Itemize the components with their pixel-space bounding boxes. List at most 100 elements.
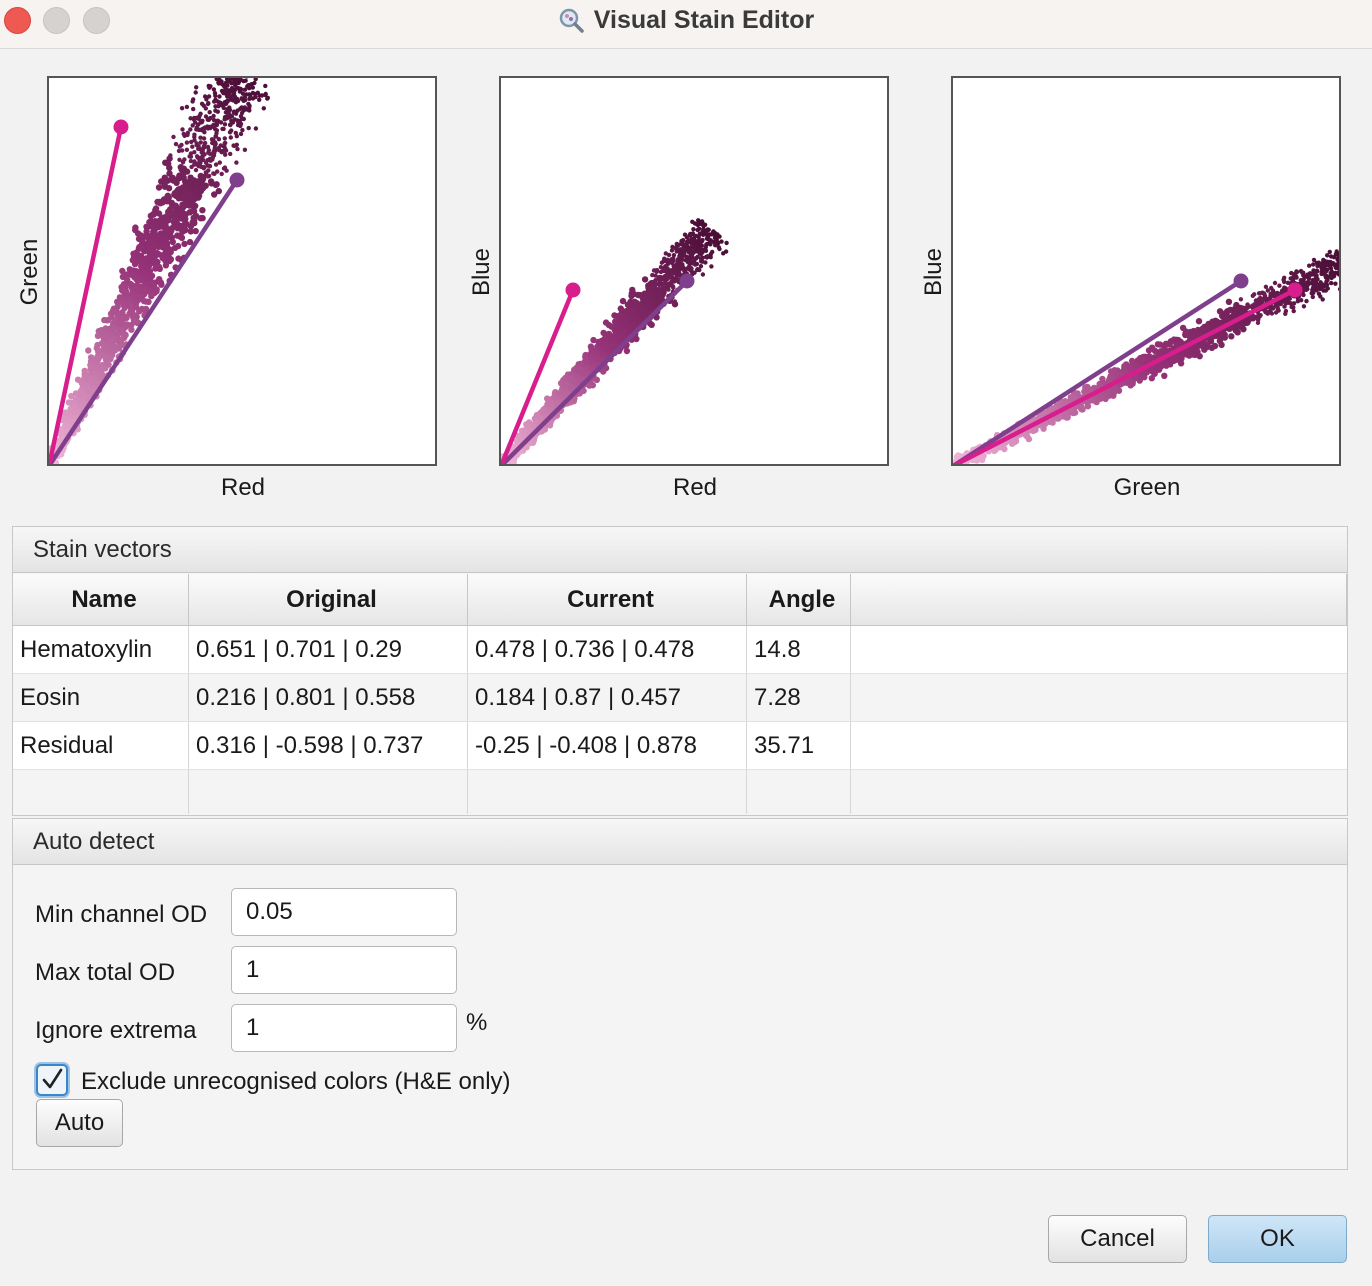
pixel-point (1320, 297, 1325, 302)
pixel-point (112, 317, 119, 324)
pixel-point (220, 126, 225, 132)
pixel-point (1330, 270, 1336, 276)
pixel-point (651, 268, 657, 273)
pixel-point (144, 265, 151, 272)
column-header-original[interactable]: Original (189, 574, 468, 626)
pixel-point (132, 224, 139, 231)
column-header-angle[interactable]: Angle (747, 574, 851, 626)
pixel-point (173, 141, 179, 147)
pixel-point (689, 255, 694, 260)
pixel-point (1323, 288, 1328, 293)
pixel-point (203, 114, 209, 119)
auto-detect-header[interactable]: Auto detect (13, 819, 1347, 865)
pixel-point (162, 244, 170, 251)
minimize-window-button[interactable] (43, 7, 70, 34)
pixel-point (1282, 279, 1287, 285)
pixel-point (671, 253, 677, 258)
pixel-point (191, 117, 197, 122)
pixel-point (152, 205, 160, 212)
pixel-point (180, 174, 187, 181)
pixel-point (224, 78, 230, 82)
pixel-point (238, 78, 243, 82)
hematoxylin-vector-line (953, 278, 1244, 464)
pixel-point (263, 92, 268, 98)
table-row[interactable]: Residual 0.316 | -0.598 | 0.737 -0.25 | … (13, 722, 1347, 770)
pixel-point (1311, 262, 1316, 267)
min-channel-od-input[interactable] (231, 888, 457, 936)
pixel-point (239, 96, 244, 101)
pixel-point (211, 191, 218, 198)
table-row[interactable]: Hematoxylin 0.651 | 0.701 | 0.29 0.478 |… (13, 626, 1347, 674)
pixel-point (229, 128, 234, 133)
pixel-point (221, 149, 226, 154)
pixel-point (1256, 291, 1262, 296)
ignore-extrema-input[interactable] (231, 1004, 457, 1052)
pixel-point (1151, 347, 1159, 354)
scatter-plot-green-blue[interactable] (951, 76, 1341, 466)
pixel-point (208, 115, 213, 121)
pixel-point (104, 333, 112, 340)
pixel-point (656, 275, 661, 280)
pixel-point (1071, 394, 1078, 401)
hematoxylin-vector-handle[interactable] (1233, 273, 1249, 289)
pixel-point (194, 142, 199, 148)
pixel-point (181, 131, 186, 137)
pixel-point (641, 290, 648, 297)
hematoxylin-vector-handle[interactable] (679, 273, 695, 289)
pixel-point (1244, 317, 1252, 325)
pixel-point (253, 94, 258, 100)
pixel-point (674, 263, 679, 268)
table-row[interactable]: Eosin 0.216 | 0.801 | 0.558 0.184 | 0.87… (13, 674, 1347, 722)
pixel-point (665, 267, 670, 272)
pixel-point (713, 243, 718, 248)
pixel-point (631, 298, 638, 305)
pixel-point (180, 127, 185, 132)
empty-cell (468, 770, 747, 814)
exclude-unrecognised-checkbox[interactable] (36, 1064, 68, 1096)
pixel-point (198, 140, 203, 145)
exclude-unrecognised-label[interactable]: Exclude unrecognised colors (H&E only) (81, 1068, 511, 1095)
pixel-point (601, 346, 609, 353)
pixel-point (239, 110, 245, 116)
zoom-window-button[interactable] (83, 7, 110, 34)
pixel-point (177, 213, 184, 221)
pixel-point (58, 428, 65, 435)
pixel-point (217, 81, 222, 86)
pixel-point (1301, 292, 1306, 298)
stain-vectors-pane: Stain vectors Name Original Current Angl… (12, 526, 1348, 816)
pixel-point (717, 246, 722, 252)
pixel-point (1182, 330, 1189, 337)
stain-original: 0.316 | -0.598 | 0.737 (189, 722, 468, 769)
scatter-plot-red-blue[interactable] (499, 76, 889, 466)
stain-vectors-header[interactable]: Stain vectors (13, 527, 1347, 573)
eosin-vector-handle[interactable] (113, 119, 129, 135)
column-header-name[interactable]: Name (13, 574, 189, 626)
pixel-point (641, 276, 649, 283)
cancel-button[interactable]: Cancel (1048, 1215, 1187, 1263)
pixel-point (222, 122, 228, 127)
pixel-point (685, 257, 691, 262)
pixel-point (1078, 405, 1085, 412)
pixel-point (694, 261, 700, 267)
pixel-point (168, 234, 175, 241)
pixel-point (1311, 268, 1316, 273)
pixel-point (704, 254, 709, 260)
scatter-plot-red-green[interactable] (47, 76, 437, 466)
pixel-point (1099, 375, 1106, 383)
close-window-button[interactable] (4, 7, 31, 34)
column-header-current[interactable]: Current (468, 574, 747, 626)
eosin-vector-handle[interactable] (1287, 282, 1303, 298)
pixel-point (227, 107, 233, 113)
pixel-point (116, 294, 124, 301)
pixel-point (1047, 417, 1054, 425)
ok-button[interactable]: OK (1208, 1215, 1347, 1263)
pixel-point (210, 140, 215, 146)
hematoxylin-vector-handle[interactable] (229, 172, 245, 188)
pixel-point (612, 318, 619, 325)
pixel-point (99, 329, 106, 337)
auto-button[interactable]: Auto (36, 1099, 123, 1147)
max-total-od-input[interactable] (231, 946, 457, 994)
pixel-point (189, 139, 194, 145)
pixel-point (707, 239, 712, 244)
eosin-vector-handle[interactable] (565, 282, 581, 298)
